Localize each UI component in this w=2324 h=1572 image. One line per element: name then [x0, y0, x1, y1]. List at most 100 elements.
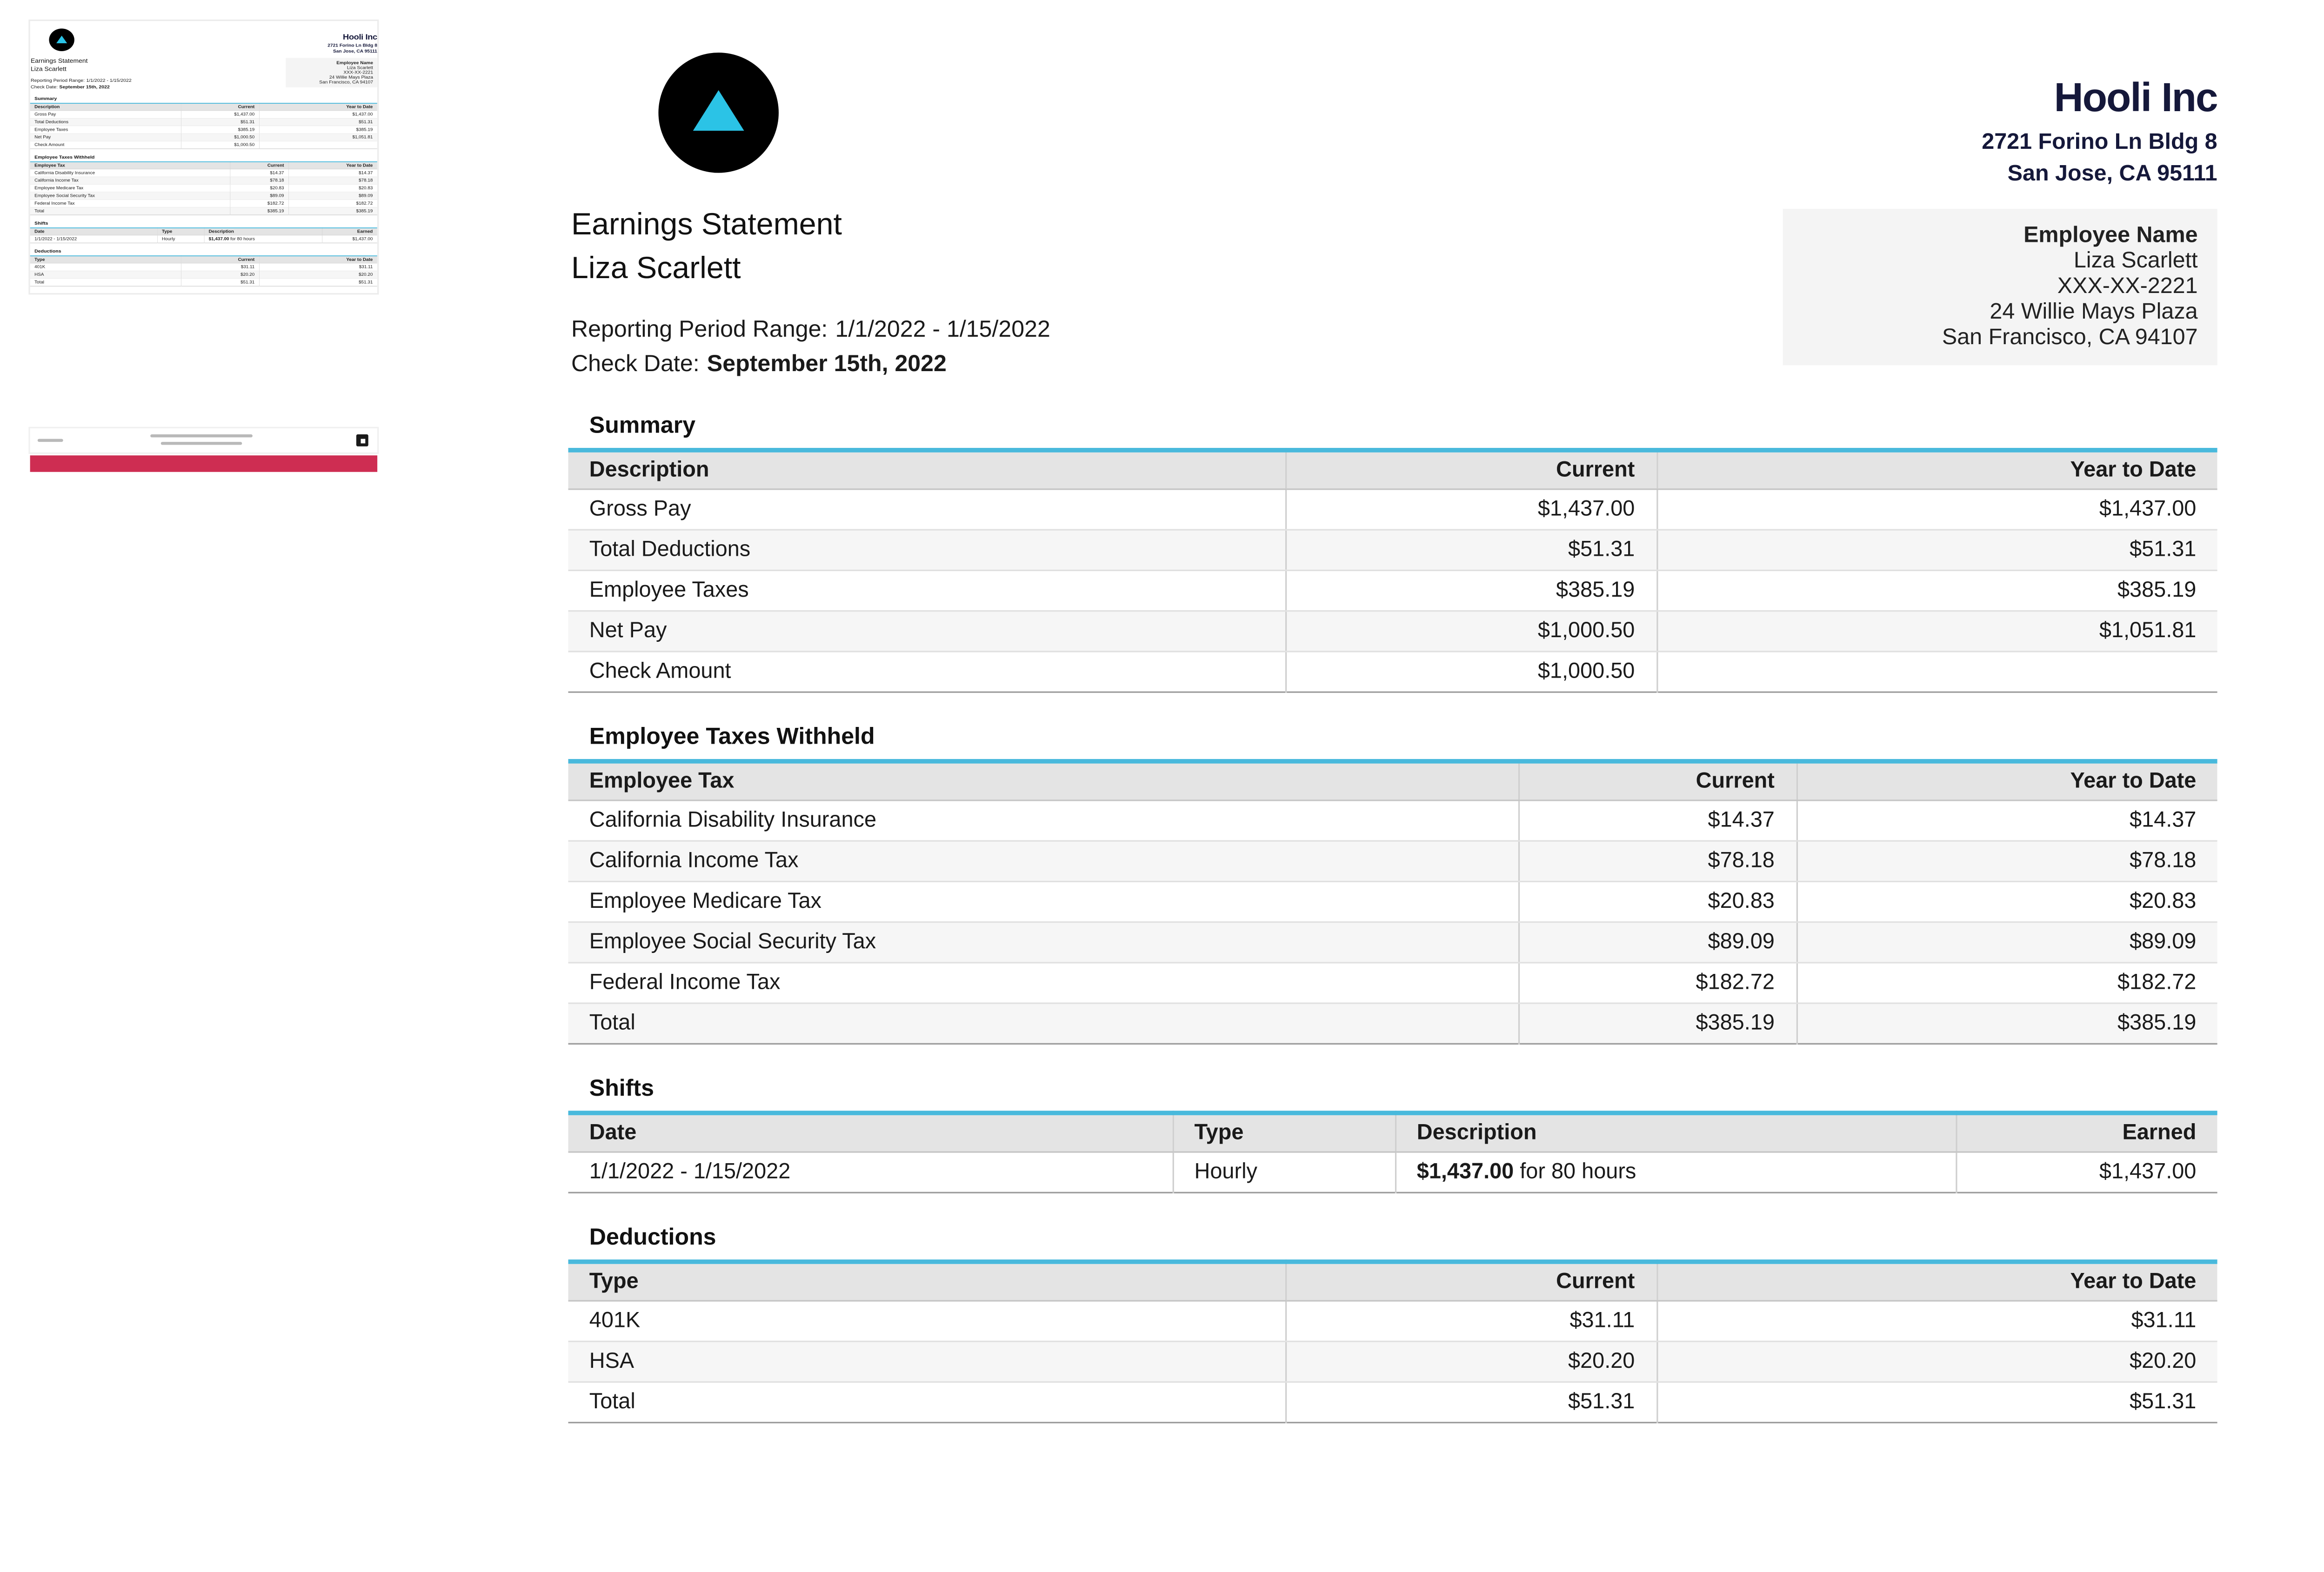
company-address-line-2: San Jose, CA 95111	[2007, 160, 2217, 187]
summary-section: Summary Description Current Year to Date…	[568, 413, 2217, 693]
table-row: 1/1/2022 - 1/15/2022 Hourly $1,437.00 fo…	[568, 1152, 2217, 1193]
taxes-row-ytd: $182.72	[1796, 962, 2217, 1004]
thumbnail-footer-red-bar	[30, 455, 378, 472]
page-1-thumbnail-canvas: Hooli Inc 2721 Forino Ln Bldg 8 San Jose…	[30, 28, 377, 286]
summary-row-label: Employee Taxes	[568, 570, 1286, 612]
taxes-row-current: $182.72	[1517, 962, 1796, 1004]
taxes-row-label: Total	[589, 1011, 635, 1036]
company-address-line-1: 2721 Forino Ln Bldg 8	[1982, 129, 2217, 155]
summary-header-row: Description Current Year to Date	[568, 450, 2217, 490]
shifts-row-description-rest: for 80 hours	[1514, 1160, 1636, 1185]
taxes-row-current: $89.09	[1517, 922, 1796, 964]
table-row: Total Deductions $51.31 $51.31	[568, 530, 2217, 572]
taxes-row-ytd: $20.83	[1796, 881, 2217, 923]
deductions-row-ytd: $51.31	[1656, 1382, 2217, 1423]
employee-name-label: Employee Name	[2023, 222, 2198, 248]
taxes-header-current: Current	[1517, 761, 1796, 801]
deductions-section: Deductions Type Current Year to Date 401…	[568, 1225, 2217, 1424]
taxes-header-tax: Employee Tax	[568, 761, 1518, 801]
shifts-section: Shifts Date Type Description Earned 1/	[568, 1076, 2217, 1193]
square-logo-icon	[356, 434, 368, 446]
summary-row-ytd: $1,437.00	[1656, 489, 2217, 531]
deductions-section-title: Deductions	[589, 1225, 716, 1251]
deductions-table: Type Current Year to Date 401K $31.11 $3…	[568, 1259, 2217, 1424]
taxes-row-ytd: $78.18	[1796, 841, 2217, 882]
shifts-row-description: $1,437.00 for 80 hours	[1394, 1152, 1956, 1193]
taxes-row-ytd: $385.19	[1796, 1003, 2217, 1044]
company-block: Hooli Inc 2721 Forino Ln Bldg 8 San Jose…	[1982, 73, 2218, 189]
summary-row-current: $1,000.50	[1284, 611, 1657, 653]
summary-header-current: Current	[1284, 450, 1657, 490]
company-name: Hooli Inc	[2054, 75, 2218, 120]
summary-row-current: $51.31	[1284, 530, 1657, 572]
table-row: HSA $20.20 $20.20	[568, 1341, 2217, 1383]
document-title-line-1: Earnings Statement	[571, 207, 842, 242]
table-row: Federal Income Tax $182.72 $182.72	[568, 962, 2217, 1004]
deductions-row-current: $51.31	[1284, 1382, 1657, 1423]
check-date-value: September 15th, 2022	[707, 352, 947, 378]
check-date-label: Check Date:	[571, 352, 700, 378]
taxes-row-label: Employee Social Security Tax	[568, 922, 1518, 964]
thumbnail-footer-text-line-2	[160, 442, 242, 445]
summary-header-ytd: Year to Date	[1656, 450, 2217, 490]
employee-address-line-2: San Francisco, CA 94107	[1942, 325, 2198, 350]
document-title: Earnings Statement Liza Scarlett	[571, 204, 2217, 290]
shifts-row-type: Hourly	[1172, 1152, 1395, 1193]
employee-id-masked: XXX-XX-2221	[2057, 273, 2198, 300]
taxes-row-current: $385.19	[1517, 1003, 1796, 1044]
triangle-logo-icon	[693, 90, 744, 131]
table-row: Employee Medicare Tax $20.83 $20.83	[568, 881, 2217, 923]
deductions-header-type: Type	[568, 1261, 1286, 1302]
company-logo	[658, 53, 779, 173]
thumbnail-footer-text-line-1	[150, 434, 253, 438]
summary-row-current: $1,000.50	[1284, 651, 1657, 693]
summary-section-title: Summary	[589, 413, 696, 439]
taxes-row-label: California Income Tax	[568, 841, 1518, 882]
thumbnail-footer-strip	[30, 428, 378, 453]
table-row: Employee Social Security Tax $89.09 $89.…	[568, 922, 2217, 964]
thumbnail-page-label-line	[37, 439, 63, 442]
shifts-header-row: Date Type Description Earned	[568, 1112, 2217, 1153]
deductions-row-current: $20.20	[1284, 1341, 1657, 1383]
summary-row-current: $1,437.00	[1284, 489, 1657, 531]
taxes-section-title: Employee Taxes Withheld	[589, 724, 875, 750]
taxes-row-current: $78.18	[1517, 841, 1796, 882]
summary-row-ytd: $51.31	[1656, 530, 2217, 572]
shifts-row-date: 1/1/2022 - 1/15/2022	[589, 1160, 791, 1185]
page-footer-thumbnail[interactable]	[30, 428, 378, 472]
deductions-row-label: 401K	[568, 1300, 1286, 1342]
reporting-period-value: 1/1/2022 - 1/15/2022	[835, 317, 1050, 343]
deductions-row-current: $31.11	[1284, 1300, 1657, 1342]
taxes-header-row: Employee Tax Current Year to Date	[568, 761, 2217, 801]
document-viewer-area: Hooli Inc 2721 Forino Ln Bldg 8 San Jose…	[568, 45, 2218, 1424]
table-row: Total $51.31 $51.31	[568, 1382, 2217, 1423]
table-row: Net Pay $1,000.50 $1,051.81	[568, 611, 2217, 653]
employee-address-line-1: 24 Willie Mays Plaza	[1990, 299, 2198, 325]
summary-table: Description Current Year to Date Gross P…	[568, 448, 2217, 693]
shifts-header-earned: Earned	[1955, 1112, 2217, 1153]
shifts-header-description: Description	[1394, 1112, 1956, 1153]
summary-row-ytd: $1,051.81	[1656, 611, 2217, 653]
employee-name: Liza Scarlett	[2073, 248, 2198, 274]
summary-row-label: Gross Pay	[568, 489, 1286, 531]
deductions-row-label: Total	[589, 1390, 635, 1414]
summary-row-label: Total Deductions	[568, 530, 1286, 572]
summary-row-label: Net Pay	[568, 611, 1286, 653]
reporting-period-line: Reporting Period Range: 1/1/2022 - 1/15/2…	[571, 313, 2217, 347]
taxes-section: Employee Taxes Withheld Employee Tax Cur…	[568, 725, 2217, 1045]
deductions-header-row: Type Current Year to Date	[568, 1261, 2217, 1302]
taxes-row-ytd: $89.09	[1796, 922, 2217, 964]
table-row: Gross Pay $1,437.00 $1,437.00	[568, 489, 2217, 531]
table-row: Employee Taxes $385.19 $385.19	[568, 570, 2217, 612]
document-title-line-2: Liza Scarlett	[571, 250, 741, 285]
taxes-row-current: $20.83	[1517, 881, 1796, 923]
check-date-line: Check Date: September 15th, 2022	[571, 347, 2217, 381]
shifts-header-type: Type	[1172, 1112, 1395, 1153]
taxes-table: Employee Tax Current Year to Date Califo…	[568, 759, 2217, 1045]
page-1-thumbnail[interactable]: Hooli Inc 2721 Forino Ln Bldg 8 San Jose…	[30, 21, 378, 293]
deductions-header-ytd: Year to Date	[1656, 1261, 2217, 1302]
deductions-header-current: Current	[1284, 1261, 1657, 1302]
table-row: 401K $31.11 $31.11	[568, 1300, 2217, 1342]
taxes-row-ytd: $14.37	[1796, 800, 2217, 842]
